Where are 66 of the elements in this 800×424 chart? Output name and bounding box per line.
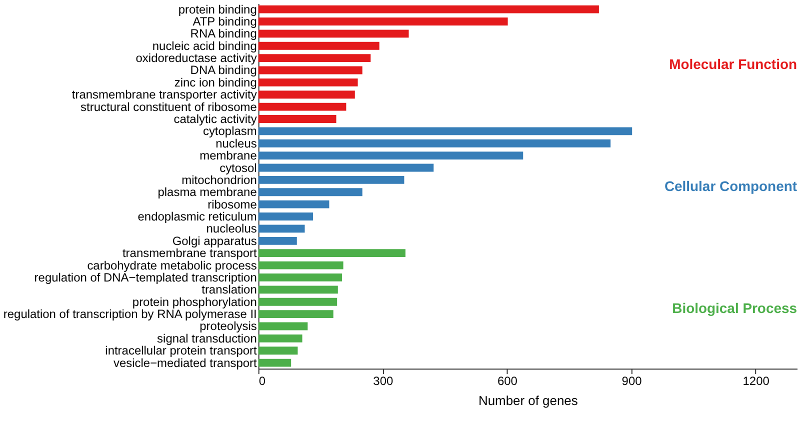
x-tick-label: 300 (373, 374, 394, 388)
y-tick-label: transmembrane transporter activity (72, 88, 257, 102)
text: Molecular Function (669, 56, 798, 72)
bar (258, 66, 362, 74)
bar (258, 334, 302, 342)
y-tick-label: oxidoreductase activity (136, 51, 257, 66)
bar (258, 164, 434, 172)
y-tick-label: structural constituent of ribosome (80, 100, 258, 114)
bar (258, 286, 338, 294)
y-tick-label: nucleolus (206, 222, 257, 236)
x-tick-label: 0 (258, 374, 266, 388)
bar (258, 188, 362, 196)
y-tick-label: nucleic acid binding (152, 38, 257, 53)
bar (258, 249, 406, 258)
bar (258, 42, 380, 50)
y-tick-label: plasma membrane (158, 185, 258, 200)
y-tick-label: membrane (200, 148, 258, 163)
text: Biological Process (672, 300, 798, 316)
y-tick-label: DNA binding (190, 63, 257, 78)
x-tick-label: 1200 (742, 374, 770, 388)
bar (258, 127, 632, 136)
bar (258, 102, 346, 111)
bar (258, 274, 342, 282)
bar (258, 212, 314, 220)
bar (258, 78, 358, 86)
bar (258, 346, 298, 355)
bar (258, 310, 334, 318)
y-tick-label: vesicle−mediated transport (113, 356, 258, 370)
y-tick-label: ribosome (208, 197, 258, 212)
x-tick-label: 600 (497, 374, 518, 388)
y-tick-label: intracellular protein transport (105, 344, 258, 358)
bar (258, 322, 308, 330)
bar (258, 176, 404, 184)
y-tick-label: protein phosphorylation (132, 294, 257, 309)
y-tick-label: protein binding (178, 2, 257, 16)
text: Cellular Component (664, 178, 798, 194)
y-tick-label: carbohydrate metabolic process (87, 258, 257, 272)
x-tick-label: 900 (622, 374, 642, 388)
y-tick-label: proteolysis (200, 319, 257, 334)
bar (258, 18, 508, 26)
bar (258, 224, 305, 233)
y-tick-label: regulation of transcription by RNA polymerase II (3, 307, 257, 322)
bar (258, 54, 371, 62)
y-tick-label: transmembrane transport (122, 246, 258, 260)
bar (258, 200, 330, 208)
x-axis-title: Number of genes (478, 393, 578, 408)
y-tick-label: zinc ion binding (174, 75, 257, 90)
y-tick-label: catalytic activity (174, 112, 257, 126)
y-tick-label: nucleus (216, 136, 257, 150)
y-tick-label: Golgi apparatus (172, 234, 257, 248)
y-tick-label: cytoplasm (202, 124, 257, 138)
y-tick-label: signal transduction (157, 331, 257, 346)
bar (258, 358, 292, 367)
y-tick-label: cytosol (220, 160, 257, 175)
y-tick-label: translation (202, 282, 257, 297)
bar (258, 139, 611, 148)
y-tick-label: endoplasmic reticulum (138, 210, 257, 224)
bar (258, 30, 409, 38)
bar (258, 261, 344, 270)
bar (258, 236, 297, 245)
bar (258, 298, 338, 306)
y-tick-label: RNA binding (190, 26, 257, 41)
bar (258, 90, 355, 99)
bar (258, 5, 599, 14)
bar (258, 152, 524, 160)
bar (258, 115, 336, 123)
